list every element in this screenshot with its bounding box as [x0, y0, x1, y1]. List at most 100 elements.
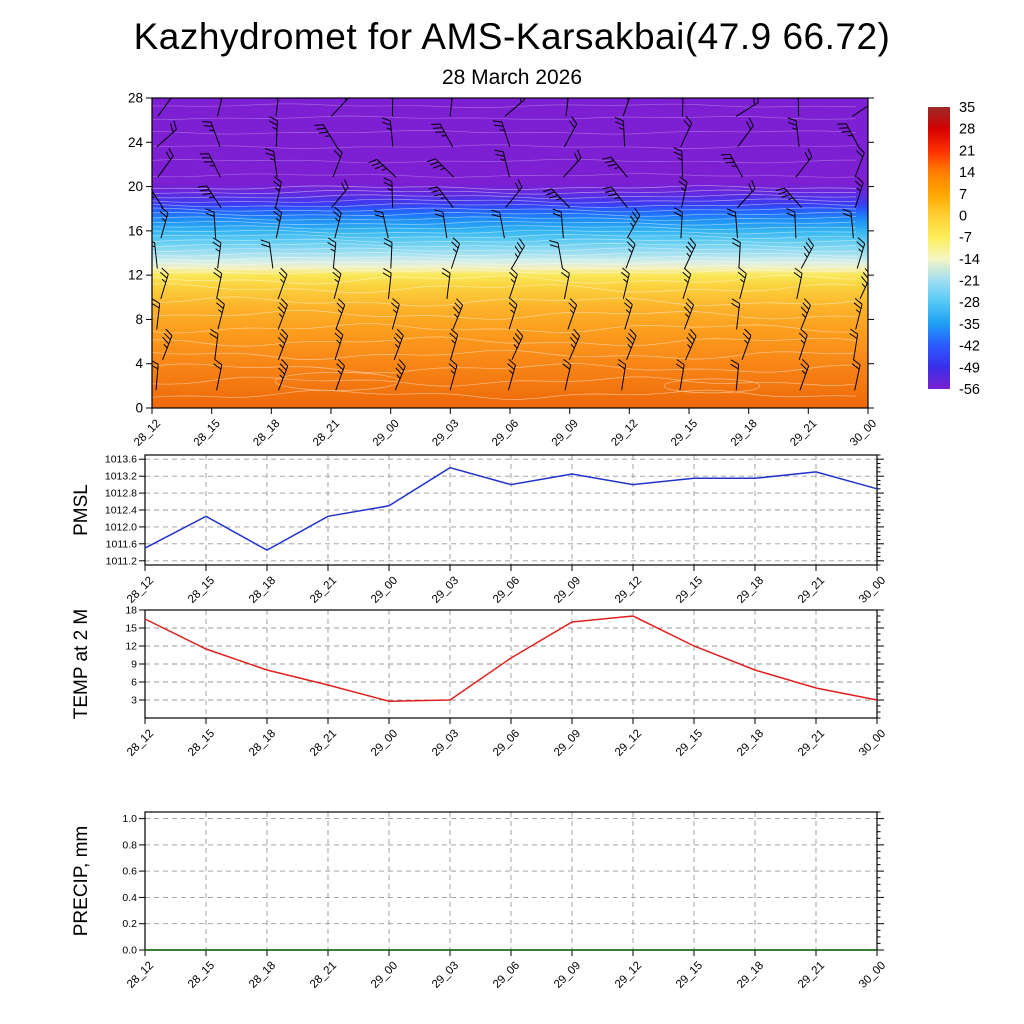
pmsl-chart: 1013.6 1013.2 1012.8 1012.4 1012.0 1011.6 1011… — [71, 454, 888, 606]
svg-text:0.2: 0.2 — [122, 918, 137, 930]
colorbar-labels: 35 28 21 14 7 0 -7 -14 -21 -28 -35 -42 -49 -56 — [959, 100, 980, 398]
svg-text:28_12: 28_12 — [125, 728, 156, 759]
svg-text:-7: -7 — [959, 230, 972, 246]
svg-text:8: 8 — [135, 312, 143, 327]
svg-text:15: 15 — [125, 623, 137, 635]
svg-text:29_21: 29_21 — [796, 960, 827, 991]
precip-axis-title: PRECIP, mm — [71, 826, 92, 937]
precip-chart: 1.0 0.8 0.6 0.4 0.2 0.0 28_12 28_15 28_18 28_21 29… — [71, 811, 888, 991]
svg-text:1011.2: 1011.2 — [106, 555, 137, 567]
svg-text:18: 18 — [125, 605, 137, 617]
y-axis-labels: 18 15 12 9 6 3 — [125, 605, 137, 707]
grid-lines — [144, 455, 878, 565]
contour-lines — [152, 103, 857, 400]
svg-text:-42: -42 — [959, 339, 980, 355]
svg-text:28: 28 — [128, 91, 143, 106]
svg-text:28: 28 — [959, 122, 975, 138]
svg-text:29_21: 29_21 — [796, 728, 827, 759]
svg-text:29_09: 29_09 — [552, 728, 583, 759]
height-axis-labels: 28 24 20 16 12 8 4 0 — [128, 91, 144, 416]
svg-text:29_15: 29_15 — [674, 960, 705, 991]
svg-text:29_12: 29_12 — [613, 960, 644, 991]
svg-text:-28: -28 — [959, 295, 980, 311]
svg-text:29_00: 29_00 — [369, 728, 400, 759]
svg-text:28_15: 28_15 — [186, 728, 217, 759]
svg-text:1013.2: 1013.2 — [105, 471, 137, 483]
svg-text:12: 12 — [125, 641, 137, 653]
axis-ticks — [139, 454, 884, 566]
temp-panel: 18 15 12 9 6 3 28_12 28_15 28_18 28_21 29_00 29_03 2… — [35, 593, 915, 765]
svg-text:21: 21 — [959, 143, 975, 159]
svg-text:1013.6: 1013.6 — [105, 454, 137, 466]
x-axis-ticks — [151, 408, 869, 414]
svg-text:29_00: 29_00 — [369, 960, 400, 991]
x-axis-labels: 28_12 28_15 28_18 28_21 29_00 29_03 29_06 29_09… — [125, 728, 888, 759]
svg-text:6: 6 — [131, 677, 137, 689]
svg-text:20: 20 — [128, 179, 143, 194]
precip-panel: 1.0 0.8 0.6 0.4 0.2 0.0 28_12 28_15 28_18 28_21 29… — [35, 795, 915, 1003]
svg-text:-56: -56 — [959, 382, 980, 398]
wind-barbs — [152, 98, 868, 391]
svg-text:28_18: 28_18 — [247, 960, 278, 991]
axis-ticks — [139, 609, 884, 719]
y-axis-labels: 1.0 0.8 0.6 0.4 0.2 0.0 — [122, 813, 137, 956]
svg-text:0.6: 0.6 — [122, 866, 137, 878]
x-axis-labels: 28_12 28_15 28_18 28_21 29_00 29_03 29_06 29_09… — [125, 960, 888, 991]
svg-text:29_03: 29_03 — [430, 728, 461, 759]
pmsl-line — [144, 466, 878, 552]
svg-text:24: 24 — [128, 135, 144, 150]
svg-text:28_21: 28_21 — [308, 728, 339, 759]
svg-text:28_18: 28_18 — [247, 728, 278, 759]
temp_2m-line — [144, 615, 878, 702]
svg-text:29_06: 29_06 — [491, 960, 522, 991]
pmsl-axis-title: PMSL — [71, 484, 92, 536]
svg-text:28_21: 28_21 — [308, 960, 339, 991]
svg-text:0.4: 0.4 — [122, 892, 137, 904]
x-axis-ticks — [144, 950, 878, 956]
svg-text:30_00: 30_00 — [857, 960, 888, 991]
svg-text:1012.0: 1012.0 — [105, 521, 137, 533]
svg-text:1011.6: 1011.6 — [106, 538, 137, 550]
svg-text:35: 35 — [959, 100, 975, 116]
svg-text:7: 7 — [959, 187, 967, 203]
temp_2m-axis-title: TEMP at 2 M — [71, 609, 92, 720]
grid-lines — [144, 812, 878, 951]
pmsl-panel: 1013.6 1013.2 1012.8 1012.4 1012.0 1011.6 1011… — [35, 438, 915, 610]
svg-text:28_15: 28_15 — [186, 960, 217, 991]
svg-text:29_18: 29_18 — [735, 728, 766, 759]
height-axis-ticks — [146, 97, 874, 409]
svg-text:1.0: 1.0 — [122, 813, 137, 825]
svg-text:-14: -14 — [959, 252, 980, 268]
svg-text:0: 0 — [959, 209, 967, 225]
x-axis-ticks — [144, 718, 878, 724]
svg-text:29_18: 29_18 — [735, 960, 766, 991]
svg-text:28_12: 28_12 — [125, 960, 156, 991]
plot-border — [144, 609, 878, 719]
colorbar-gradient — [928, 107, 950, 389]
svg-text:-21: -21 — [959, 274, 980, 290]
cross-section-panel: 28 24 20 16 12 8 4 0 28_12 28_15 28_18 28_21 29_00 29… — [95, 90, 930, 468]
svg-text:3: 3 — [131, 695, 137, 707]
page-title: Kazhydromet for AMS-Karsakbai(47.9 66.72… — [133, 16, 891, 57]
svg-text:14: 14 — [959, 165, 975, 181]
svg-text:29_03: 29_03 — [430, 960, 461, 991]
svg-text:0.8: 0.8 — [122, 839, 137, 851]
svg-text:29_06: 29_06 — [491, 728, 522, 759]
plot-border — [144, 454, 878, 566]
svg-text:29_12: 29_12 — [613, 728, 644, 759]
svg-text:29_09: 29_09 — [552, 960, 583, 991]
svg-text:0.0: 0.0 — [122, 945, 137, 957]
svg-text:16: 16 — [128, 223, 143, 238]
colorbar-svg: 35 28 21 14 7 0 -7 -14 -21 -28 -35 -42 -49 -56 — [928, 100, 980, 398]
svg-text:1012.4: 1012.4 — [105, 505, 137, 517]
svg-text:1012.8: 1012.8 — [105, 488, 137, 500]
svg-text:30_00: 30_00 — [857, 728, 888, 759]
svg-text:0: 0 — [135, 401, 143, 416]
page-subtitle: 28 March 2026 — [441, 66, 583, 89]
y-axis-labels: 1013.6 1013.2 1012.8 1012.4 1012.0 1011.6 1011… — [105, 454, 137, 568]
svg-text:-49: -49 — [959, 360, 980, 376]
grid-lines — [144, 609, 878, 718]
